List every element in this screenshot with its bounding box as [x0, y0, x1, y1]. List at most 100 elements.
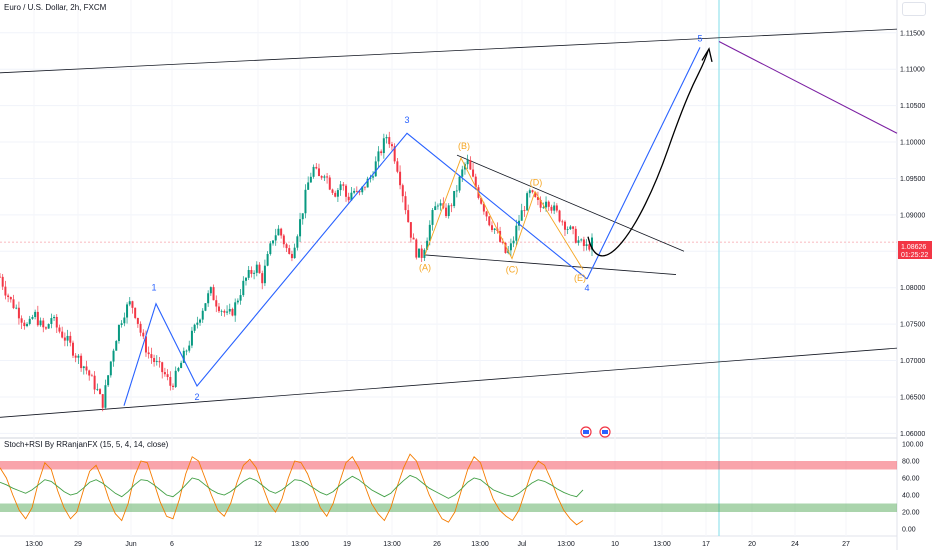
price-badge-countdown: 01:25:22 [901, 252, 928, 259]
candle-body [285, 244, 288, 249]
projection-decline [718, 41, 898, 134]
candle-body [547, 201, 550, 207]
candle-body [9, 297, 12, 300]
candle-body [409, 222, 412, 238]
x-tick-label: 19 [343, 541, 351, 548]
candle-body [526, 193, 529, 211]
candle-body [501, 241, 504, 243]
candle-body [117, 324, 120, 342]
candle-body [374, 161, 377, 177]
candle-body [139, 323, 142, 333]
y-tick-label: 1.11000 [900, 67, 925, 74]
candle-body [566, 229, 569, 230]
candle-body [372, 176, 375, 178]
candle-body [350, 192, 353, 201]
candle-body [450, 205, 453, 207]
candle-body [534, 192, 537, 197]
candle-body [550, 206, 553, 211]
candle-body [231, 308, 234, 316]
indicator-tick-label: 40.00 [902, 493, 920, 500]
candle-body [415, 239, 418, 258]
candle-body [407, 210, 410, 223]
x-tick-label: 29 [74, 541, 82, 548]
candle-body [474, 176, 477, 188]
candle-body [574, 228, 577, 243]
candle-body [53, 316, 56, 319]
x-tick-label: 27 [842, 541, 850, 548]
candle-body [490, 225, 493, 230]
y-tick-label: 1.07000 [900, 358, 925, 365]
candle-body [485, 211, 488, 217]
candle-body [304, 189, 307, 214]
candle-body [328, 177, 331, 190]
candle-body [309, 176, 312, 183]
candle-body [172, 385, 175, 387]
candle-body [242, 280, 245, 296]
candle-body [188, 345, 191, 351]
candle-body [345, 185, 348, 197]
candle-body [393, 146, 396, 162]
x-tick-label: 17 [702, 541, 710, 548]
candle-body [0, 276, 1, 278]
y-tick-label: 1.06500 [900, 394, 925, 401]
candle-body [382, 138, 385, 154]
wave-label: 5 [697, 34, 702, 44]
candle-body [247, 270, 250, 278]
wave-paths [123, 41, 898, 406]
candle-body [388, 137, 391, 145]
candle-body [85, 366, 88, 371]
candle-body [301, 213, 304, 220]
candle-body [326, 176, 329, 178]
candle-body [347, 196, 350, 201]
candle-body [109, 361, 112, 376]
indicator-tick-label: 60.00 [902, 476, 920, 483]
chart-menu-button[interactable] [902, 2, 926, 16]
candle-body [466, 160, 469, 165]
candle-body [420, 248, 423, 258]
stoch-line [0, 453, 584, 526]
price-badge-bg [898, 241, 932, 259]
wave-label: 1 [151, 283, 156, 293]
x-tick-label: 20 [748, 541, 756, 548]
candle-body [428, 224, 431, 241]
candles [0, 131, 593, 412]
candle-body [531, 190, 534, 193]
candle-body [201, 310, 204, 320]
candle-body [190, 330, 193, 346]
wave-label: (A) [419, 262, 431, 272]
candle-body [518, 220, 521, 226]
candle-body [61, 331, 64, 338]
indicator-tick-label: 80.00 [902, 459, 920, 466]
candle-body [423, 249, 426, 258]
corrective-wave [424, 156, 584, 270]
indicator-tick-label: 20.00 [902, 510, 920, 517]
candle-body [580, 239, 583, 241]
x-tick-label: 24 [791, 541, 799, 548]
candle-body [323, 176, 326, 178]
candle-body [426, 240, 429, 250]
candle-body [115, 341, 118, 351]
candle-body [385, 137, 388, 139]
candle-body [236, 300, 239, 303]
candle-body [296, 236, 299, 248]
trendlines [0, 28, 898, 418]
candle-body [355, 190, 358, 192]
candle-body [71, 342, 74, 356]
candle-body [128, 301, 131, 305]
candle-body [63, 337, 66, 341]
candle-body [258, 264, 261, 274]
candle-body [412, 237, 415, 240]
candle-body [74, 355, 77, 358]
candle-body [31, 317, 34, 319]
candle-body [493, 228, 496, 230]
candle-body [185, 350, 188, 352]
x-tick-label: Jun [125, 541, 136, 548]
candle-body [215, 300, 218, 307]
candle-body [461, 169, 464, 177]
candle-body [182, 350, 185, 363]
candle-body [272, 240, 275, 244]
candle-body [69, 335, 72, 343]
candle-body [39, 320, 42, 326]
candle-body [317, 168, 320, 177]
